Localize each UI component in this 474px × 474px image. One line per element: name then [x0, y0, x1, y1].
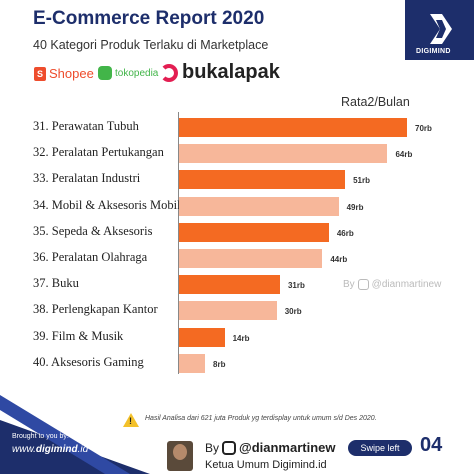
tokopedia-label: tokopedia	[115, 67, 159, 79]
site-prefix: www.	[12, 444, 36, 455]
bukalapak-mark-icon	[160, 63, 178, 82]
swipe-left-button[interactable]: Swipe left	[348, 440, 412, 456]
tokopedia-owl-icon	[98, 66, 112, 80]
category-axis-line	[178, 112, 179, 374]
analysis-note: Hasil Analisa dari 621 juta Produk yg te…	[145, 415, 377, 422]
bar	[179, 170, 346, 190]
instagram-icon	[357, 279, 369, 290]
value-label: 64rb	[395, 150, 413, 160]
author-credit: By @dianmartinew	[205, 440, 336, 455]
brand-name: DIGIMIND	[416, 48, 451, 55]
bar	[179, 196, 339, 216]
value-label: 51rb	[353, 176, 371, 186]
bar	[179, 144, 388, 164]
author-role: Ketua Umum Digimind.id	[205, 459, 327, 471]
site-bold: digimind	[35, 444, 78, 455]
watermark-handle: @dianmartinew	[371, 279, 442, 290]
by-label: By	[205, 440, 220, 455]
watermark: By @dianmartinew	[343, 279, 441, 290]
bar	[179, 327, 225, 347]
bar	[179, 249, 323, 268]
warning-icon: !	[123, 413, 139, 427]
category-label: 35. Sepeda & Aksesoris	[33, 223, 153, 238]
value-label: 70rb	[415, 124, 432, 133]
value-label: 44rb	[330, 255, 348, 264]
value-label: 31rb	[287, 281, 305, 291]
site-link[interactable]: www.digimind.id	[12, 444, 88, 455]
avatar	[167, 441, 193, 471]
value-label: 8rb	[213, 359, 226, 369]
report-title: E-Commerce Report 2020	[33, 8, 265, 29]
category-label: 33. Peralatan Industri	[33, 171, 141, 186]
value-label: 14rb	[232, 333, 250, 343]
tokopedia-logo: tokopedia	[98, 66, 158, 80]
bukalapak-logo: bukalapak	[160, 61, 280, 84]
shopee-logo: S Shopee	[34, 66, 94, 81]
shopee-label: Shopee	[49, 66, 94, 81]
value-label: 30rb	[284, 307, 302, 317]
bar	[179, 353, 206, 373]
bukalapak-label: bukalapak	[182, 61, 280, 83]
value-header: Rata2/Bulan	[341, 95, 410, 109]
value-label: 49rb	[346, 202, 364, 212]
bar	[179, 275, 280, 295]
watermark-prefix: By	[343, 279, 355, 290]
brought-by-label: Brought to you by:	[12, 433, 69, 440]
category-label: 38. Perlengkapan Kantor	[33, 302, 158, 317]
value-label: 46rb	[336, 228, 354, 238]
digimind-logo-icon	[430, 14, 452, 44]
category-label: 36. Peralatan Olahraga	[33, 250, 148, 264]
bar	[179, 301, 277, 321]
category-label: 40. Aksesoris Gaming	[33, 354, 144, 369]
category-label: 32. Peralatan Pertukangan	[33, 145, 164, 160]
category-label: 31. Perawatan Tubuh	[33, 119, 139, 133]
category-label: 39. Film & Musik	[33, 328, 124, 343]
instagram-icon	[222, 440, 237, 455]
site-suffix: .id	[77, 444, 89, 455]
bar	[179, 222, 329, 242]
report-subtitle: 40 Kategori Produk Terlaku di Marketplac…	[33, 38, 269, 52]
bar	[179, 118, 407, 137]
page-number: 04	[420, 434, 443, 456]
author-handle: @dianmartinew	[239, 440, 336, 455]
shopee-bag-icon: S	[34, 66, 46, 81]
category-label: 34. Mobil & Aksesoris Mobil	[33, 197, 181, 212]
category-label: 37. Buku	[33, 276, 79, 291]
